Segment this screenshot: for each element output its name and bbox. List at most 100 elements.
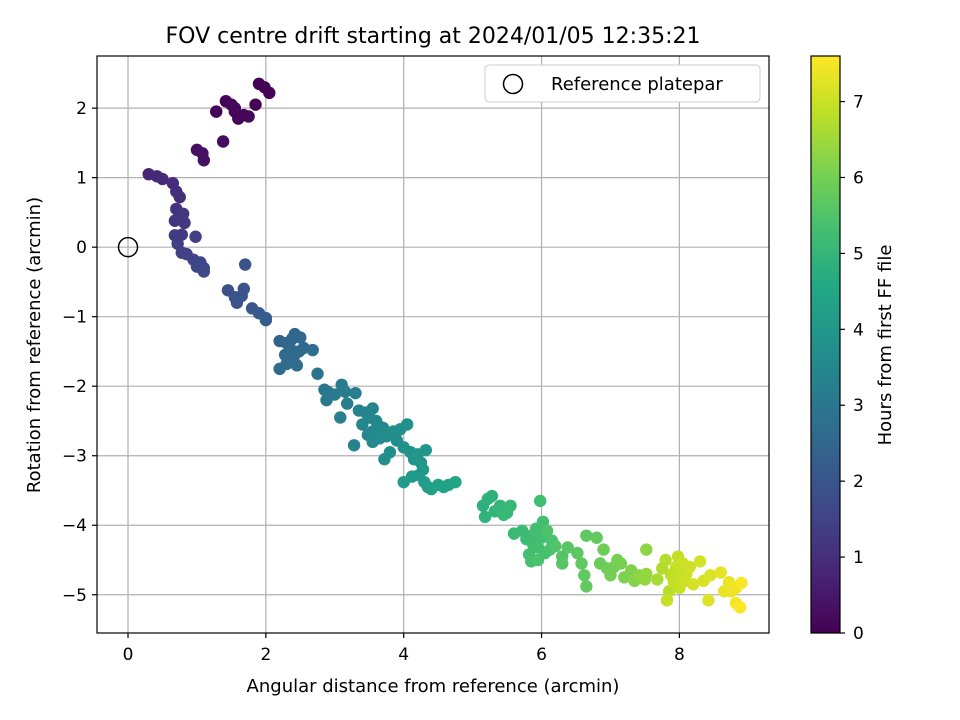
data-point — [259, 313, 273, 327]
data-point — [311, 367, 324, 380]
plot-area: 0 2 4 6 8 −5 −4 −3 −2 −1 0 1 2 — [62, 55, 770, 665]
colorbar-gradient — [810, 55, 841, 634]
data-point — [397, 475, 410, 489]
data-point — [580, 580, 593, 593]
data-point — [531, 553, 545, 567]
y-axis-ticks: −5 −4 −3 −2 −1 0 1 2 — [62, 99, 97, 606]
data-point — [549, 539, 562, 553]
data-point — [178, 216, 191, 230]
data-point — [334, 411, 347, 424]
colorbar-tick-label: 1 — [853, 548, 864, 568]
y-tick-label: −5 — [62, 586, 87, 606]
data-point — [190, 260, 204, 273]
data-point — [556, 557, 569, 570]
colorbar-ticks: 0 1 2 3 4 5 6 7 — [840, 93, 864, 644]
data-point — [533, 494, 547, 508]
data-point — [485, 489, 499, 503]
data-point — [597, 543, 610, 556]
data-point — [529, 522, 543, 535]
data-point — [242, 110, 255, 123]
y-tick-label: 1 — [76, 169, 87, 189]
x-tick-label: 4 — [398, 645, 409, 665]
data-point — [683, 560, 696, 574]
x-tick-label: 0 — [123, 645, 134, 665]
data-point — [173, 190, 186, 204]
data-point — [189, 230, 202, 243]
data-point — [540, 524, 554, 538]
colorbar-tick-label: 0 — [853, 624, 864, 644]
legend-reference-marker — [502, 73, 524, 95]
y-tick-label: −2 — [62, 377, 87, 397]
data-point — [640, 543, 653, 556]
data-point — [604, 569, 617, 582]
legend-entry-reference-platepar: Reference platepar — [551, 74, 723, 95]
data-point — [338, 385, 352, 398]
legend: Reference platepar — [484, 64, 761, 103]
colorbar-label: Hours from first FF file — [875, 245, 896, 446]
data-point — [733, 601, 747, 614]
data-point — [714, 566, 727, 579]
y-tick-label: 0 — [76, 238, 87, 258]
data-point — [216, 135, 230, 148]
data-point — [478, 510, 492, 524]
data-point — [356, 418, 369, 431]
data-point — [578, 569, 591, 582]
data-point — [249, 98, 262, 111]
data-point — [294, 331, 307, 344]
colorbar-tick-label: 2 — [853, 472, 864, 492]
x-axis-ticks: 0 2 4 6 8 — [123, 633, 685, 665]
data-point — [347, 439, 361, 452]
data-point — [228, 101, 242, 115]
x-tick-label: 2 — [260, 645, 271, 665]
data-point — [290, 359, 304, 372]
colorbar-tick-label: 5 — [853, 244, 864, 264]
colorbar-tick-label: 6 — [853, 168, 864, 188]
data-point — [735, 576, 748, 590]
data-point — [400, 418, 414, 431]
data-point — [378, 453, 391, 466]
data-point — [651, 573, 664, 586]
data-point — [571, 546, 584, 560]
y-tick-label: −3 — [62, 447, 87, 467]
data-point — [328, 388, 341, 401]
data-point — [263, 86, 276, 100]
data-point — [575, 557, 588, 570]
data-point — [366, 435, 379, 449]
reference-platepar-marker — [117, 236, 139, 258]
colorbar-tick-label: 4 — [853, 320, 864, 340]
data-point — [280, 357, 293, 371]
plot-background — [97, 56, 769, 633]
data-point — [156, 172, 169, 186]
chart-title: FOV centre drift starting at 2024/01/05 … — [166, 24, 701, 49]
data-point — [702, 594, 715, 607]
data-point — [590, 531, 603, 544]
x-tick-label: 6 — [536, 645, 547, 665]
data-point — [235, 289, 248, 303]
x-tick-label: 8 — [674, 645, 685, 665]
data-point — [674, 566, 687, 579]
data-point — [504, 499, 517, 512]
data-point — [306, 343, 319, 357]
data-point — [660, 594, 674, 607]
data-point — [238, 258, 252, 271]
plot-frame — [96, 55, 770, 634]
y-tick-label: −4 — [62, 516, 87, 536]
colorbar-tick-label: 3 — [853, 396, 864, 416]
data-point — [210, 105, 223, 118]
data-point — [561, 541, 574, 554]
data-point — [497, 508, 510, 522]
data-point — [449, 475, 462, 489]
data-point — [197, 154, 211, 167]
data-point — [349, 386, 362, 400]
data-point — [659, 553, 672, 567]
colorbar-tick-label: 7 — [853, 93, 864, 113]
y-tick-label: 2 — [76, 99, 87, 119]
data-point — [693, 555, 707, 568]
data-point — [580, 529, 593, 542]
data-point — [704, 569, 717, 582]
data-point — [640, 567, 653, 581]
grid — [97, 56, 769, 633]
data-point — [611, 553, 624, 567]
data-points — [142, 77, 748, 614]
